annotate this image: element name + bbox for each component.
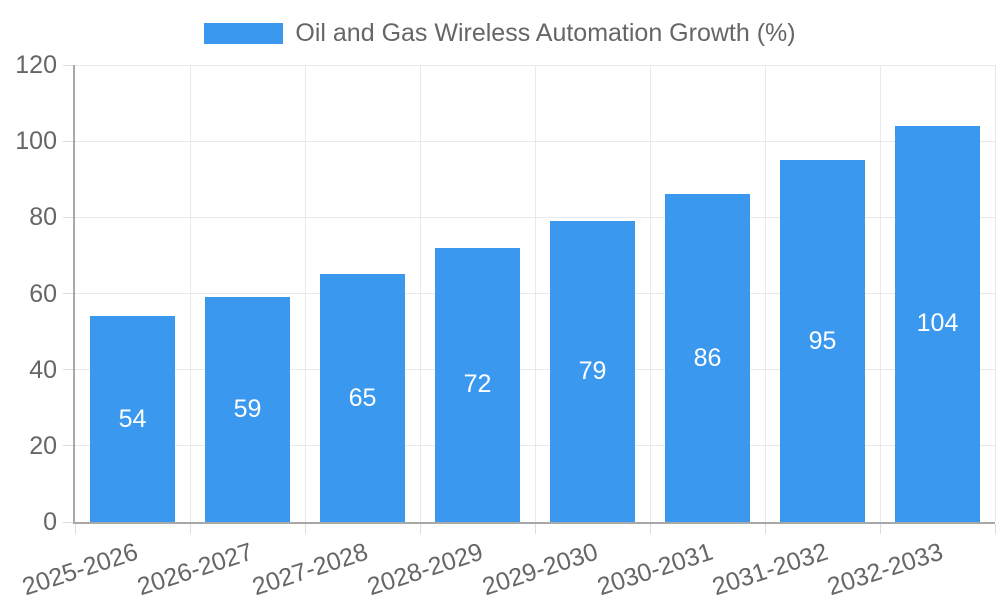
- bar-value-label: 59: [233, 395, 262, 424]
- y-axis-label: 40: [29, 355, 57, 384]
- y-tick: [63, 369, 75, 371]
- bar: 72: [435, 247, 520, 522]
- y-axis-label: 80: [29, 203, 57, 232]
- x-tick: [534, 524, 536, 534]
- bar: 86: [665, 194, 750, 522]
- x-tick: [189, 524, 191, 534]
- y-axis-label: 20: [29, 431, 57, 460]
- y-tick: [63, 64, 75, 66]
- legend-label: Oil and Gas Wireless Automation Growth (…: [295, 19, 796, 47]
- chart-legend: Oil and Gas Wireless Automation Growth (…: [0, 20, 1000, 46]
- y-tick: [63, 521, 75, 523]
- gridline-v: [764, 65, 766, 522]
- gridline-v: [534, 65, 536, 522]
- bar: 104: [895, 125, 980, 522]
- legend-swatch-icon: [204, 22, 284, 44]
- x-tick: [879, 524, 881, 534]
- gridline-v: [419, 65, 421, 522]
- bar-value-label: 72: [463, 370, 492, 399]
- y-tick: [63, 216, 75, 218]
- gridline-v: [649, 65, 651, 522]
- bar-value-label: 79: [578, 357, 607, 386]
- x-tick: [764, 524, 766, 534]
- x-tick: [649, 524, 651, 534]
- y-tick: [63, 445, 75, 447]
- bar: 59: [205, 297, 290, 522]
- bar-value-label: 65: [348, 383, 377, 412]
- bar-value-label: 95: [808, 326, 837, 355]
- legend-item[interactable]: Oil and Gas Wireless Automation Growth (…: [204, 19, 796, 47]
- x-axis-line: [73, 522, 995, 524]
- gridline-v: [879, 65, 881, 522]
- y-axis-label: 60: [29, 279, 57, 308]
- y-tick: [63, 140, 75, 142]
- x-tick: [74, 524, 76, 534]
- y-axis-label: 120: [15, 51, 57, 79]
- gridline-v: [304, 65, 306, 522]
- bar: 95: [780, 160, 865, 522]
- y-axis-line: [73, 65, 75, 524]
- x-tick: [419, 524, 421, 534]
- bar-value-label: 54: [118, 404, 147, 433]
- bar-value-label: 104: [916, 309, 959, 338]
- y-axis-label: 0: [43, 508, 57, 536]
- y-tick: [63, 293, 75, 294]
- x-tick: [994, 524, 996, 534]
- bar: 65: [320, 274, 405, 522]
- bar-value-label: 86: [693, 343, 722, 372]
- gridline-v: [189, 65, 191, 522]
- bar: 54: [90, 316, 175, 522]
- gridline-v: [994, 65, 996, 522]
- bar: 79: [550, 221, 635, 522]
- x-tick: [304, 524, 306, 534]
- y-axis-label: 100: [15, 127, 57, 156]
